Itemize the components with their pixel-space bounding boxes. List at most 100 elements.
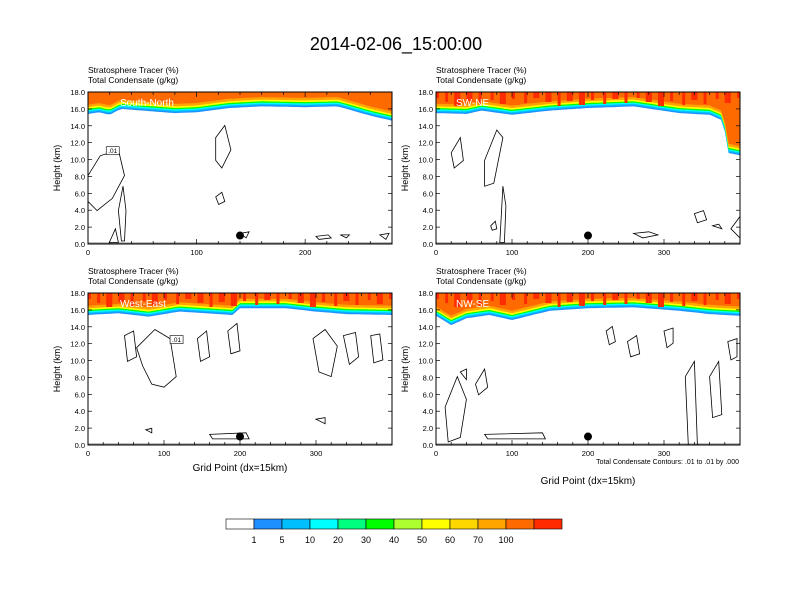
contour-note: Total Condensate Contours: .01 to .01 by…	[596, 459, 739, 466]
condensate-contour	[490, 220, 498, 231]
tracer-band-7	[88, 92, 392, 112]
tracer-streak	[309, 293, 313, 307]
tracer-streak	[469, 293, 473, 302]
contour-label-box	[169, 335, 184, 344]
colorbar-label: 1	[251, 535, 256, 545]
condensate-contour	[227, 322, 241, 355]
tracer-streak	[499, 92, 503, 104]
tracer-streak	[566, 92, 570, 101]
condensate-contour	[378, 232, 390, 241]
y-tick-label: 16.0	[70, 105, 85, 114]
field-title-condensate: Total Condensate (g/kg)	[436, 75, 526, 85]
y-tick-label: 14.0	[418, 323, 433, 332]
y-tick-label: 8.0	[75, 373, 85, 382]
tracer-streak	[636, 293, 640, 299]
condensate-contour	[499, 186, 507, 243]
tracer-streak	[645, 293, 649, 303]
condensate-contour	[483, 432, 547, 440]
tracer-streak	[151, 293, 155, 305]
tracer-streak	[581, 92, 585, 105]
tracer-streak	[267, 293, 271, 300]
tracer-streak	[533, 293, 537, 299]
condensate-contour	[684, 360, 698, 445]
tracer-streak	[454, 293, 458, 307]
x-tick-label: 300	[310, 449, 323, 458]
tracer-streak	[657, 293, 661, 307]
y-tick-label: 16.0	[418, 105, 433, 114]
tracer-streak	[581, 293, 585, 306]
condensate-contour	[108, 227, 119, 243]
tracer-streak	[545, 92, 549, 102]
y-tick-label: 18.0	[418, 88, 433, 97]
tracer-streak	[691, 293, 695, 301]
y-axis-label: Height (km)	[52, 346, 62, 393]
tracer-streak	[615, 92, 619, 99]
tracer-streak	[603, 92, 607, 104]
x-tick-label: 300	[658, 449, 671, 458]
colorbar-label: 5	[279, 535, 284, 545]
panels: .01 0.0 2.0 4.0 6.0 8.0 10.0 12.0 14.0 16.0 18.0 0 1…	[52, 65, 741, 487]
condensate-contour	[342, 332, 360, 366]
colorbar-label: 40	[389, 535, 399, 545]
location-marker	[584, 231, 592, 240]
condensate-contour	[314, 417, 326, 425]
panel-1: .01 0.0 2.0 4.0 6.0 8.0 10.0 12.0 14.0 16.0 18.0 0 1…	[52, 65, 393, 257]
contour-label-box	[105, 146, 120, 156]
tracer-streak	[636, 92, 640, 98]
panel-label: NW-SE	[456, 299, 489, 310]
condensate-contour	[459, 368, 467, 381]
field-title-condensate: Total Condensate (g/kg)	[88, 75, 178, 85]
panel-label: West-East	[120, 299, 166, 310]
tracer-streak	[469, 92, 473, 101]
field-title-condensate: Total Condensate (g/kg)	[88, 276, 178, 286]
tracer-streak	[512, 92, 515, 99]
tracer-streak	[657, 92, 661, 106]
tracer-field	[88, 293, 392, 445]
tracer-streak	[499, 293, 503, 305]
colorbar-box	[393, 518, 423, 530]
tracer-streak	[603, 293, 607, 305]
y-tick-label: 12.0	[70, 340, 85, 349]
condensate-contour	[632, 231, 660, 239]
tracer-streak	[691, 92, 695, 100]
tracer-streak	[297, 293, 301, 303]
condensate-contour	[663, 327, 674, 349]
colorbar-label: 60	[445, 535, 455, 545]
colorbar-label: 100	[498, 535, 513, 545]
y-tick-label: 6.0	[75, 189, 85, 198]
condensate-contour	[444, 375, 467, 443]
tracer-streak	[660, 92, 664, 106]
tracer-streak	[703, 92, 707, 104]
y-tick-label: 12.0	[418, 139, 433, 148]
tracer-streak	[200, 293, 204, 303]
colorbar-box	[225, 518, 255, 530]
y-tick-label: 10.0	[418, 156, 433, 165]
tracer-streak	[379, 293, 383, 304]
tracer-streak	[694, 92, 698, 100]
location-marker	[584, 432, 592, 441]
tracer-streak	[670, 293, 674, 302]
panel-2: 0.0 2.0 4.0 6.0 8.0 10.0 12.0 14.0 16.0 18.0 0 100 2…	[400, 65, 741, 257]
tracer-streak	[736, 92, 740, 98]
y-tick-label: 10.0	[70, 156, 85, 165]
condensate-contour	[124, 330, 138, 363]
colorbar-label: 50	[417, 535, 427, 545]
tracer-streak	[557, 293, 561, 307]
colorbar-box	[421, 518, 451, 530]
y-axis-label: Height (km)	[400, 346, 410, 393]
colorbar-label: 10	[305, 535, 315, 545]
x-tick-label: 100	[190, 248, 203, 257]
x-tick-label: 300	[658, 248, 671, 257]
panel-3: .01 0.0 2.0 4.0 6.0 8.0 10.0 12.0 14.0 16.0 18.0 0 1…	[52, 266, 393, 474]
tracer-streak	[197, 293, 201, 303]
tracer-streak	[536, 293, 540, 299]
tracer-streak	[288, 293, 292, 299]
tracer-streak	[545, 293, 549, 303]
condensate-contour	[136, 328, 177, 388]
colorbar-label: 20	[333, 535, 343, 545]
tracer-streak	[233, 293, 237, 306]
tracer-streak	[106, 293, 110, 307]
field-title-condensate: Total Condensate (g/kg)	[436, 276, 526, 286]
tracer-streak	[176, 293, 180, 304]
